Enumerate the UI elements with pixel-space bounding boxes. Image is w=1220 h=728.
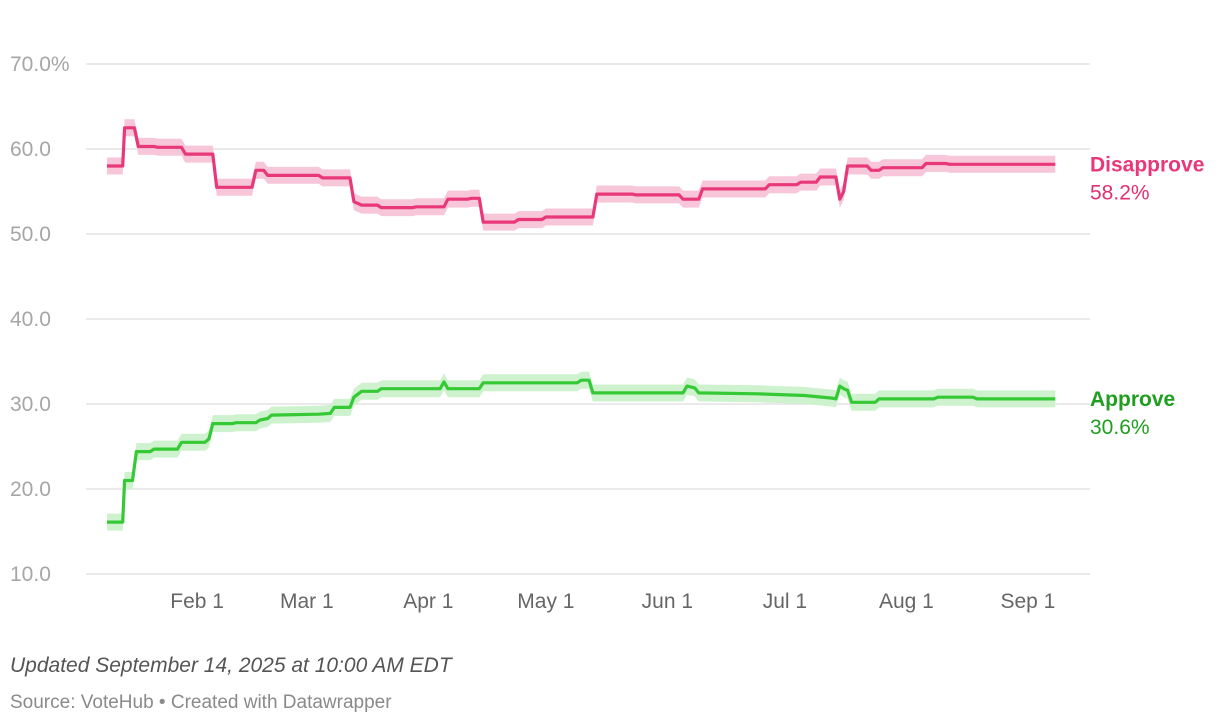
y-axis-labels: 70.0% 60.0 50.0 40.0 30.0 20.0 10.0 xyxy=(10,53,70,586)
y-tick-label: 10.0 xyxy=(10,563,51,586)
approve-line xyxy=(107,378,1056,524)
x-tick-label: Jul 1 xyxy=(763,590,807,613)
x-tick-label: Sep 1 xyxy=(1000,590,1055,613)
x-tick-label: Feb 1 xyxy=(170,590,224,613)
series-end-labels: Disapprove 58.2% Approve 30.6% xyxy=(1090,153,1204,439)
x-tick-label: Apr 1 xyxy=(403,590,453,613)
disapprove-band xyxy=(107,119,1056,231)
disapprove-value-label: 58.2% xyxy=(1090,181,1150,204)
x-tick-label: Aug 1 xyxy=(879,590,934,613)
x-tick-label: Jun 1 xyxy=(642,590,693,613)
y-tick-label: 20.0 xyxy=(10,478,51,501)
y-tick-label: 50.0 xyxy=(10,223,51,246)
source-note: Source: VoteHub • Created with Datawrapp… xyxy=(10,692,392,713)
y-tick-label: 70.0% xyxy=(10,53,70,76)
approve-label: Approve xyxy=(1090,388,1175,411)
approval-chart: 70.0% 60.0 50.0 40.0 30.0 20.0 10.0 Feb 1 Mar 1… xyxy=(10,53,1204,613)
series-lines xyxy=(107,126,1056,524)
x-tick-label: Mar 1 xyxy=(280,590,334,613)
x-axis-labels: Feb 1 Mar 1 Apr 1 May 1 Jun 1 Jul 1 Aug 1 Sep 1 xyxy=(170,590,1055,613)
updated-note: Updated September 14, 2025 at 10:00 AM E… xyxy=(10,654,452,677)
gridlines xyxy=(86,63,1090,575)
disapprove-line xyxy=(107,126,1056,224)
y-tick-label: 60.0 xyxy=(10,138,51,161)
disapprove-label: Disapprove xyxy=(1090,153,1204,176)
y-tick-label: 30.0 xyxy=(10,393,51,416)
approve-value-label: 30.6% xyxy=(1090,416,1150,439)
approve-band xyxy=(107,371,1056,531)
uncertainty-bands xyxy=(107,119,1056,531)
y-tick-label: 40.0 xyxy=(10,308,51,331)
x-tick-label: May 1 xyxy=(517,590,574,613)
